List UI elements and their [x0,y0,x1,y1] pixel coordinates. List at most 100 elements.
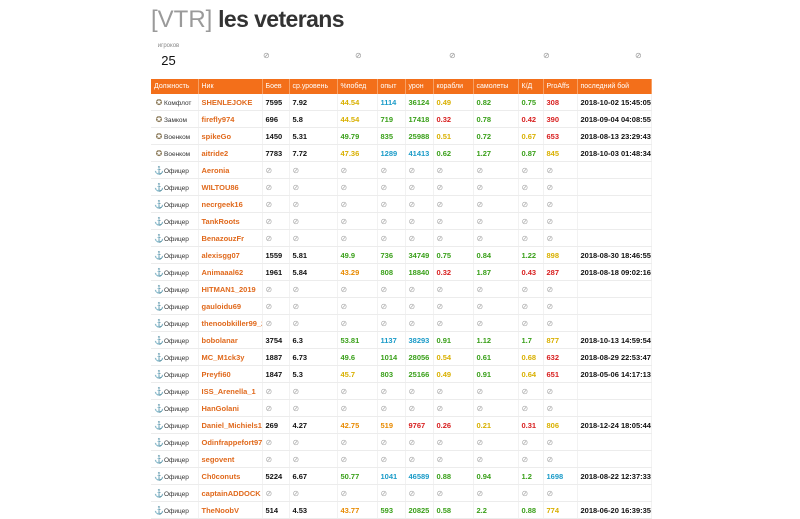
nick-link[interactable]: bobolanar [198,331,263,349]
nick-link[interactable]: ISS_Arenella_1 [198,382,263,400]
win-rate-cell: 43.77 [337,501,378,519]
nick-link[interactable]: Daniel_Michiels15 [198,416,263,434]
nick-link[interactable]: TankRoots [198,212,263,230]
empty-cell [577,280,652,298]
no-data-icon: ⊘ [405,212,434,230]
nick-link[interactable]: firefly974 [198,110,263,128]
ships-cell: 0.75 [433,246,474,264]
battles-cell: 1887 [262,348,290,366]
nick-link[interactable]: MC_M1ck3y [198,348,263,366]
proaffs-cell: 632 [543,348,578,366]
anchor-icon: ⚓ [154,318,164,328]
table-row: ⚓Офицер HanGolani ⊘ ⊘ ⊘ ⊘ ⊘ ⊘ ⊘ ⊘ ⊘ [151,399,652,417]
role-cell: ⚓Офицер [151,195,199,213]
col-header-ships[interactable]: корабли [433,79,474,94]
table-header-row: Должность Ник Боев ср.уровень %побед опы… [151,79,652,94]
role-cell: ⚓Офицер [151,365,199,383]
clan-summary: игроков 25 ⊘ ⊘ ⊘ ⊘ ⊘ [151,40,651,70]
proaffs-cell: 845 [543,144,578,162]
no-data-icon: ⊘ [337,178,378,196]
battles-cell: 3754 [262,331,290,349]
nick-link[interactable]: Animaaal62 [198,263,263,281]
role-label: Офицер [164,235,189,243]
no-data-icon: ⊘ [337,229,378,247]
no-data-icon: ⊘ [518,212,544,230]
nick-link[interactable]: segovent [198,450,263,468]
nick-link[interactable]: WILTOU86 [198,178,263,196]
last-battle-cell: 2018-09-04 04:08:55 [577,110,652,128]
ships-cell: 0.54 [433,348,474,366]
no-data-icon: ⊘ [433,195,474,213]
role-label: Офицер [164,405,189,413]
role-cell: ⚓Офицер [151,314,199,332]
col-header-proaffs[interactable]: ProAffs [543,79,578,94]
no-data-icon: ⊘ [543,399,578,417]
anchor-icon: ⚓ [154,505,164,515]
nick-link[interactable]: HanGolani [198,399,263,417]
nick-link[interactable]: aitride2 [198,144,263,162]
nick-link[interactable]: Preyfi60 [198,365,263,383]
no-data-icon: ⊘ [433,382,474,400]
no-data-icon: ⊘ [337,161,378,179]
no-data-icon: ⊘ [405,484,434,502]
exp-cell: 835 [377,127,406,145]
nick-link[interactable]: Ch0conuts [198,467,263,485]
nick-link[interactable]: alexisgg07 [198,246,263,264]
nick-link[interactable]: gauloidu69 [198,297,263,315]
clan-tag: [VTR] [151,6,213,33]
kd-cell: 1.2 [518,467,544,485]
col-header-win-rate[interactable]: %побед [337,79,378,94]
nick-link[interactable]: HITMAN1_2019 [198,280,263,298]
no-data-icon: ⊘ [433,212,474,230]
damage-cell: 9767 [405,416,434,434]
no-data-icon: ⊘ [377,229,406,247]
no-data-icon: ⊘ [518,297,544,315]
col-header-avg-level[interactable]: ср.уровень [289,79,338,94]
no-data-icon: ⊘ [433,399,474,417]
nick-link[interactable]: thenoobkiller99_2 [198,314,263,332]
planes-cell: 2.2 [473,501,519,519]
nick-link[interactable]: necrgeek16 [198,195,263,213]
no-data-icon: ⊘ [377,195,406,213]
role-label: Офицер [164,456,189,464]
nick-link[interactable]: captainADDOCK [198,484,263,502]
empty-cell [577,450,652,468]
col-header-exp[interactable]: опыт [377,79,406,94]
ships-cell: 0.49 [433,94,474,111]
col-header-damage[interactable]: урон [405,79,434,94]
nick-link[interactable]: BenazouzFr [198,229,263,247]
no-data-icon: ⊘ [337,195,378,213]
last-battle-cell: 2018-10-03 01:48:34 [577,144,652,162]
anchor-icon: ⚓ [154,437,164,447]
empty-cell [577,212,652,230]
medal-icon: ✪ [155,114,163,124]
nick-link[interactable]: spikeGo [198,127,263,145]
no-data-icon: ⊘ [518,229,544,247]
role-label: Офицер [164,337,189,345]
win-rate-cell: 42.75 [337,416,378,434]
nick-link[interactable]: SHENLEJOKE [198,94,263,111]
col-header-kd[interactable]: К/Д [518,79,544,94]
anchor-icon: ⚓ [154,301,164,311]
nick-link[interactable]: Aeronia [198,161,263,179]
col-header-role[interactable]: Должность [151,79,199,94]
col-header-battles[interactable]: Боев [262,79,290,94]
battles-cell: 269 [262,416,290,434]
no-data-icon: ⊘ [262,450,290,468]
nick-link[interactable]: Odinfrappefort974 [198,433,263,451]
col-header-last-battle[interactable]: последний бой [577,79,652,94]
no-data-icon: ⊘ [337,314,378,332]
players-count-label: игроков [157,43,180,49]
role-label: Офицер [164,388,189,396]
proaffs-cell: 287 [543,263,578,281]
col-header-planes[interactable]: самолеты [473,79,519,94]
anchor-icon: ⚓ [154,335,164,345]
role-label: Замком [164,116,188,124]
table-row: ⚓Офицер necrgeek16 ⊘ ⊘ ⊘ ⊘ ⊘ ⊘ ⊘ ⊘ ⊘ [151,195,652,213]
empty-cell [577,314,652,332]
no-data-icon: ⊘ [405,161,434,179]
nick-link[interactable]: TheNoobV [198,501,263,519]
role-label: Офицер [164,320,189,328]
no-data-icon: ⊘ [518,382,544,400]
col-header-nick[interactable]: Ник [198,79,263,94]
